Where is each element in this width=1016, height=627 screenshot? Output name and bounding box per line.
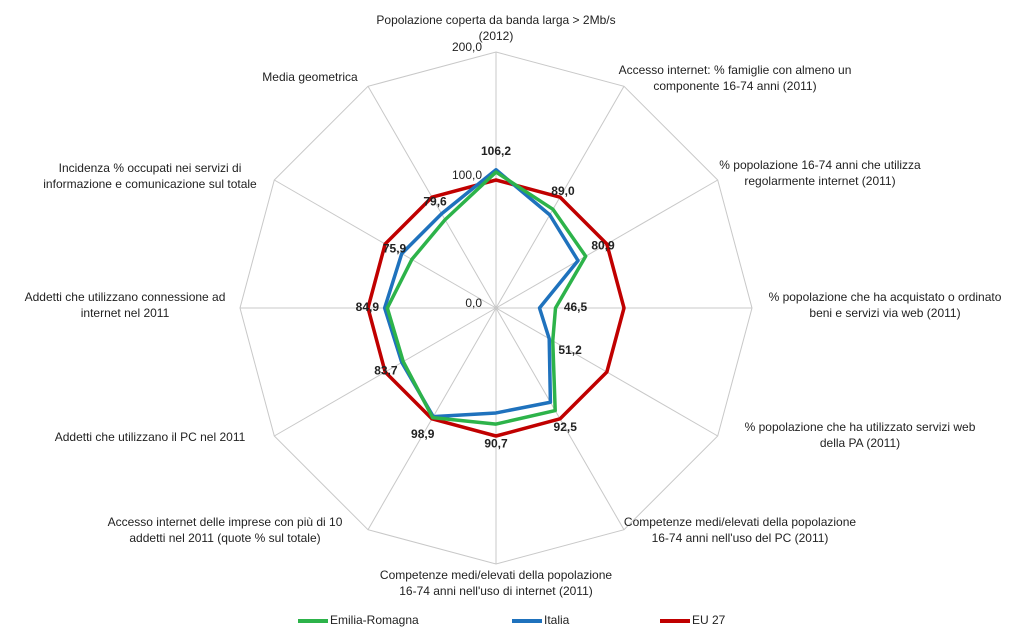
series-line bbox=[385, 170, 588, 426]
data-label: 92,5 bbox=[554, 420, 578, 434]
series-line bbox=[366, 178, 626, 438]
axis-label: % popolazione che ha utilizzato servizi … bbox=[744, 420, 976, 450]
tick-label: 200,0 bbox=[452, 40, 482, 54]
grid-ring bbox=[239, 51, 753, 565]
data-label: 79,6 bbox=[423, 195, 447, 209]
axis-label: % popolazione 16-74 anni che utilizza re… bbox=[719, 158, 921, 188]
data-label: 83,7 bbox=[374, 364, 398, 378]
axis-label: Incidenza % occupati nei servizi di info… bbox=[43, 161, 257, 191]
axis-label: Competenze medi/elevati della popolazion… bbox=[379, 568, 613, 598]
data-label: 75,9 bbox=[383, 242, 407, 256]
data-label: 84,9 bbox=[356, 300, 380, 314]
data-label: 46,5 bbox=[564, 300, 588, 314]
legend-label: Italia bbox=[544, 613, 570, 627]
axis-label: Addetti che utilizzano connessione ad in… bbox=[24, 290, 226, 320]
legend-label: EU 27 bbox=[692, 613, 726, 627]
data-label: 80,9 bbox=[591, 238, 615, 252]
axis-label: Accesso internet delle imprese con più d… bbox=[107, 515, 343, 545]
axis-label: Popolazione coperta da banda larga > 2Mb… bbox=[376, 13, 616, 43]
data-label: 106,2 bbox=[481, 144, 511, 158]
data-label: 89,0 bbox=[551, 184, 575, 198]
tick-label: 100,0 bbox=[452, 168, 482, 182]
axis-label: Accesso internet: % famiglie con almeno … bbox=[618, 63, 852, 93]
axis-label: Competenze medi/elevati della popolazion… bbox=[623, 515, 857, 545]
axis-label: Media geometrica bbox=[262, 70, 358, 84]
legend-label: Emilia-Romagna bbox=[330, 613, 419, 627]
tick-label: 0,0 bbox=[465, 296, 482, 310]
data-label: 90,7 bbox=[484, 436, 508, 450]
data-label: 98,9 bbox=[411, 427, 435, 441]
series-line bbox=[382, 168, 580, 419]
axis-label: Addetti che utilizzano il PC nel 2011 bbox=[54, 430, 246, 444]
data-label: 51,2 bbox=[558, 343, 582, 357]
axis-label: % popolazione che ha acquistato o ordina… bbox=[768, 290, 1002, 320]
